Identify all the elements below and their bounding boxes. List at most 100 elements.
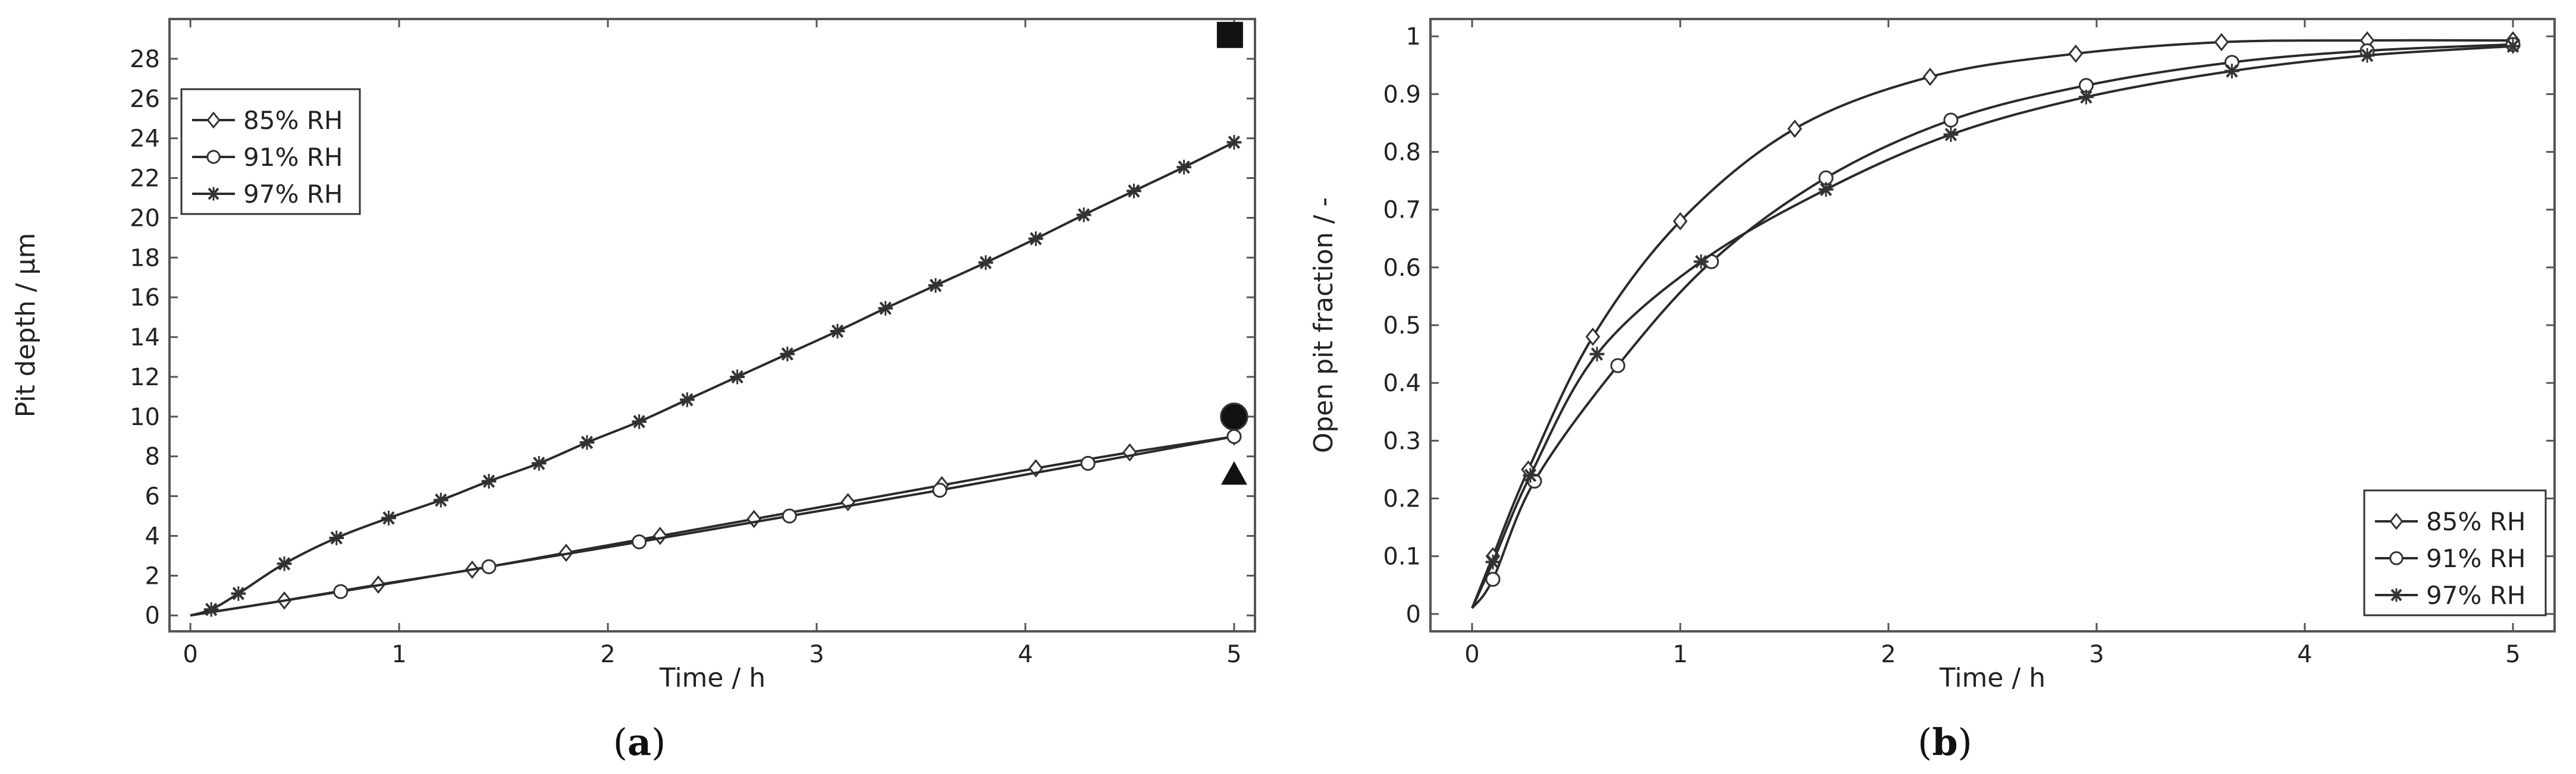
y-tick-label: 10 bbox=[130, 404, 160, 431]
y-tick-label: 4 bbox=[145, 523, 160, 550]
y-tick-label: 18 bbox=[130, 244, 160, 272]
y-tick-label: 12 bbox=[130, 364, 160, 391]
data-point-star bbox=[780, 347, 795, 361]
x-tick-label: 3 bbox=[809, 641, 824, 668]
data-point-star bbox=[1028, 231, 1043, 246]
y-tick-label: 1 bbox=[1406, 23, 1421, 51]
x-tick-label: 5 bbox=[1226, 641, 1241, 668]
data-point-circle bbox=[1610, 358, 1626, 373]
data-point-diamond bbox=[2214, 33, 2229, 52]
data-point-diamond bbox=[1787, 119, 1802, 139]
legend-label: 91% RH bbox=[2426, 544, 2525, 573]
data-point-star bbox=[632, 414, 647, 429]
y-axis-label-b: Open pit fraction / - bbox=[1309, 197, 1339, 454]
data-point-star bbox=[381, 511, 396, 526]
data-point-star bbox=[277, 556, 292, 571]
data-point-circle bbox=[1080, 455, 1096, 471]
x-ticks-a: 0 1 2 3 4 5 bbox=[183, 19, 1242, 668]
data-point-star bbox=[1523, 468, 1538, 483]
x-tick-label: 0 bbox=[1464, 641, 1479, 668]
x-tick-label: 4 bbox=[1018, 641, 1033, 668]
y-tick-label: 24 bbox=[130, 125, 160, 153]
data-point-star bbox=[2505, 39, 2521, 54]
y-tick-label: 22 bbox=[130, 165, 160, 193]
legend-a: 85% RH 91% RH 97% RH bbox=[180, 88, 361, 215]
y-tick-label: 0.4 bbox=[1383, 370, 1421, 397]
y-tick-label: 8 bbox=[145, 443, 160, 471]
data-point-star bbox=[531, 456, 547, 471]
data-point-star bbox=[433, 492, 448, 508]
y-tick-label: 16 bbox=[130, 284, 160, 312]
x-tick-label: 4 bbox=[2297, 641, 2312, 668]
y-tick-label: 0.3 bbox=[1383, 427, 1421, 455]
panel-letter-b: b bbox=[1932, 720, 1957, 764]
data-point-diamond bbox=[1673, 212, 1688, 231]
panel-caption-a: (a) bbox=[613, 720, 666, 764]
y-tick-label: 0.1 bbox=[1383, 543, 1421, 571]
data-point-circle bbox=[1943, 112, 1959, 128]
data-point-star bbox=[203, 602, 219, 617]
x-tick-label: 0 bbox=[183, 641, 197, 668]
legend-label: 85% RH bbox=[243, 106, 343, 135]
data-point-circle bbox=[333, 584, 349, 599]
data-point-star bbox=[481, 474, 497, 489]
data-point-star bbox=[1226, 134, 1242, 150]
legend-label: 91% RH bbox=[243, 143, 343, 172]
data-point-star bbox=[1818, 182, 1834, 197]
data-point-diamond bbox=[652, 527, 668, 545]
data-point-circle bbox=[481, 559, 497, 574]
y-axis-label-a: Pit depth / µm bbox=[11, 233, 41, 418]
data-point-diamond bbox=[2068, 44, 2084, 63]
legend-label: 97% RH bbox=[243, 180, 343, 209]
x-tick-label: 1 bbox=[1673, 641, 1687, 668]
data-point-diamond bbox=[1028, 459, 1043, 478]
y-tick-label: 0.7 bbox=[1383, 197, 1421, 224]
legend-marker-diamond bbox=[206, 111, 221, 129]
data-point-star bbox=[231, 586, 246, 601]
legend-label: 97% RH bbox=[2426, 581, 2525, 610]
data-point-star bbox=[2359, 48, 2375, 63]
x-axis-label-a: Time / h bbox=[659, 663, 765, 693]
data-point-star bbox=[1943, 127, 1959, 142]
y-tick-label: 0.2 bbox=[1383, 486, 1421, 513]
data-point-star bbox=[2079, 89, 2094, 105]
x-axis-label-b: Time / h bbox=[1939, 663, 2045, 693]
data-point-star bbox=[579, 435, 595, 450]
data-point-star bbox=[1176, 159, 1192, 175]
chart-b: 0 0.1 0.2 0.3 0.4 0.5 0.6 0.7 0.8 0.9 1 0 1 2 3 4 5 Tim… bbox=[1309, 18, 2556, 764]
series-line-circle bbox=[1471, 43, 2514, 609]
x-tick-label: 3 bbox=[2089, 641, 2104, 668]
data-point-diamond bbox=[1922, 67, 1938, 86]
legend-marker-star bbox=[206, 187, 221, 201]
data-point-star bbox=[978, 255, 993, 270]
x-tick-label: 1 bbox=[391, 641, 406, 668]
y-tick-label: 14 bbox=[130, 324, 160, 351]
y-tick-label: 0.5 bbox=[1383, 312, 1421, 339]
y-tick-label: 0.6 bbox=[1383, 254, 1421, 282]
data-point-circle bbox=[1226, 429, 1242, 444]
series-area-b bbox=[1471, 31, 2521, 609]
panel-caption-b: (b) bbox=[1918, 720, 1972, 764]
series-area-a bbox=[190, 134, 1242, 617]
extra-marker-square bbox=[1216, 21, 1243, 48]
x-tick-label: 2 bbox=[1881, 641, 1896, 668]
data-point-star bbox=[878, 301, 893, 316]
x-ticks-b: 0 1 2 3 4 5 bbox=[1464, 19, 2521, 668]
extra-markers-a bbox=[1216, 21, 1248, 485]
y-tick-label: 2 bbox=[145, 562, 160, 590]
y-ticks-b: 0 0.1 0.2 0.3 0.4 0.5 0.6 0.7 0.8 0.9 1 bbox=[1383, 23, 2555, 628]
legend-marker-circle bbox=[2389, 551, 2404, 565]
x-tick-label: 2 bbox=[600, 641, 615, 668]
extra-marker-circle bbox=[1220, 402, 1248, 431]
data-point-star bbox=[830, 323, 845, 339]
data-point-diamond bbox=[1585, 328, 1601, 346]
data-point-star bbox=[2224, 64, 2239, 78]
legend-marker-circle bbox=[206, 150, 221, 164]
series-line-circle bbox=[190, 435, 1235, 617]
y-tick-label: 0 bbox=[1406, 601, 1421, 628]
extra-marker-triangle bbox=[1220, 461, 1247, 485]
data-point-star bbox=[1127, 183, 1141, 199]
